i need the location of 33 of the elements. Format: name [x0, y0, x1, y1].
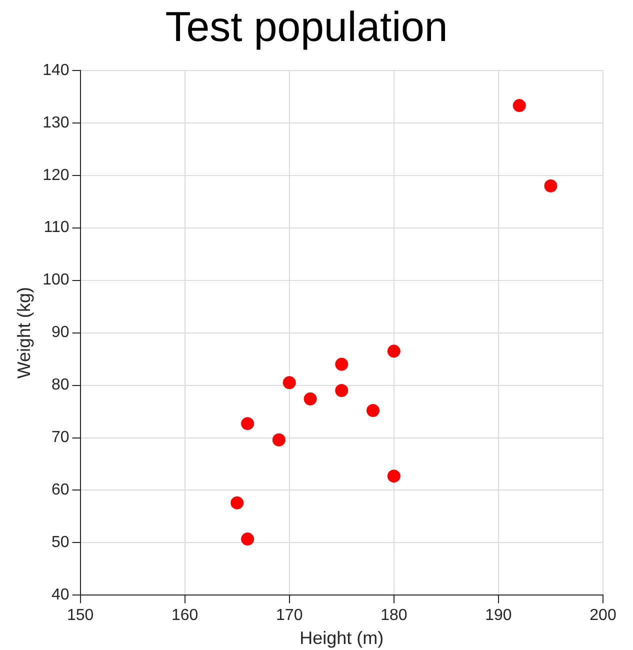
y-tick-label: 120 — [42, 166, 70, 184]
y-axis-title: Weight (kg) — [14, 286, 34, 379]
point — [282, 376, 296, 390]
y-tick-label: 140 — [42, 62, 70, 79]
y-tick-label: 80 — [52, 376, 70, 394]
y-tick-label: 110 — [44, 219, 70, 236]
y-tick-label: 130 — [42, 114, 70, 132]
chart-title: Test population — [165, 2, 448, 50]
point — [512, 99, 526, 112]
y-tick-label: 50 — [52, 534, 70, 552]
point — [387, 470, 400, 483]
point — [304, 392, 317, 406]
x-tick-label: 190 — [485, 607, 512, 624]
point — [272, 433, 286, 446]
x-axis-title: Height (m) — [300, 628, 384, 648]
y-tick-label: 60 — [52, 482, 70, 499]
x-tick-label: 170 — [276, 607, 303, 624]
point — [241, 417, 254, 430]
x-tick-label: 160 — [171, 607, 198, 624]
y-tick-label: 100 — [42, 272, 70, 289]
point — [335, 384, 348, 398]
x-tick-label: 150 — [66, 607, 94, 624]
point — [544, 179, 558, 192]
point — [387, 344, 400, 358]
y-tick-label: 40 — [52, 586, 70, 604]
y-tick-label: 90 — [52, 324, 70, 342]
x-tick-label: 200 — [590, 607, 616, 624]
point — [230, 496, 244, 510]
point — [366, 404, 380, 417]
y-tick-label: 70 — [52, 429, 70, 446]
point — [335, 358, 348, 371]
point — [241, 532, 254, 546]
x-tick-label: 180 — [380, 607, 408, 624]
